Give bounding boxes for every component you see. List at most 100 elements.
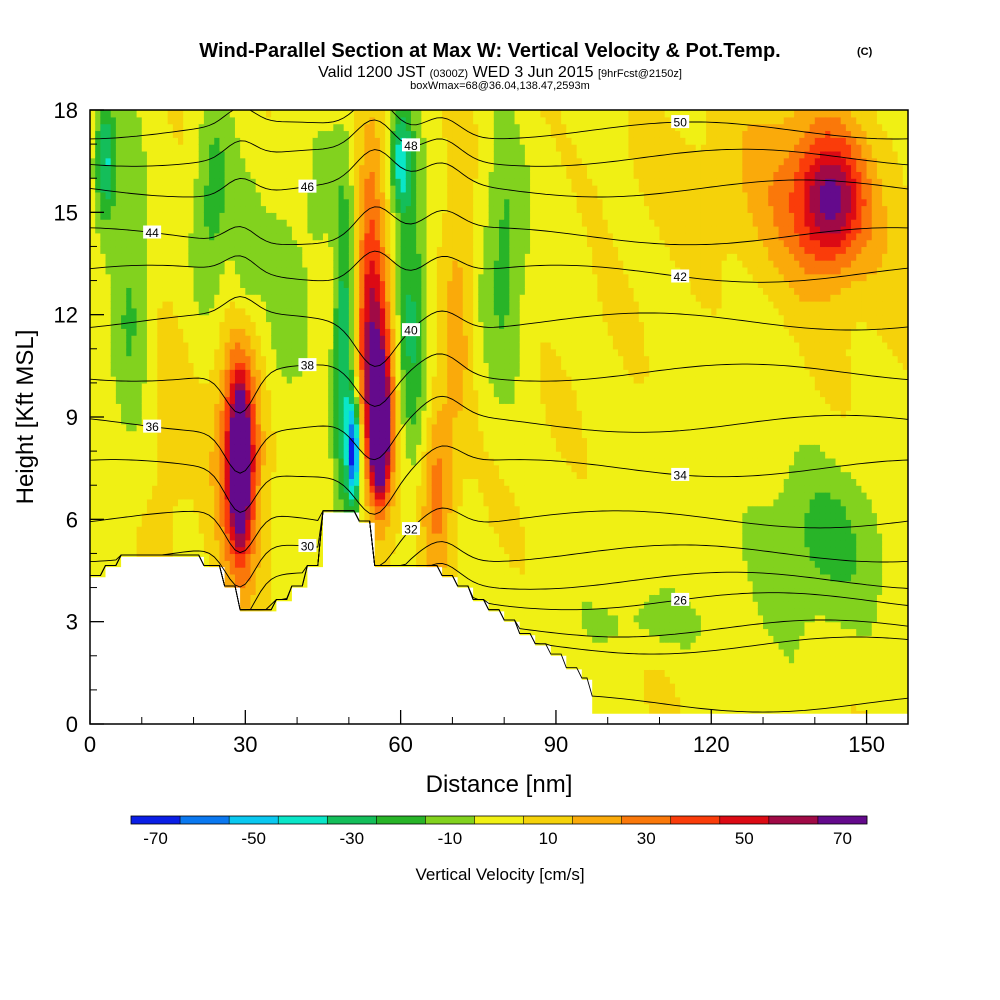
- velocity-cell: [224, 164, 231, 172]
- velocity-cell: [312, 110, 319, 118]
- velocity-cell: [245, 430, 252, 439]
- velocity-cell: [266, 519, 272, 527]
- velocity-cell: [291, 294, 298, 302]
- velocity-cell: [255, 239, 262, 248]
- velocity-cell: [105, 437, 112, 445]
- velocity-cell: [297, 410, 303, 418]
- velocity-cell: [302, 382, 309, 391]
- velocity-cell: [255, 437, 262, 445]
- velocity-cell: [178, 526, 184, 534]
- velocity-cell: [224, 314, 231, 323]
- velocity-cell: [348, 417, 355, 425]
- velocity-cell: [110, 123, 117, 132]
- velocity-cell: [369, 287, 376, 295]
- velocity-cell: [162, 532, 169, 541]
- velocity-cell: [291, 123, 298, 132]
- velocity-cell: [286, 553, 293, 561]
- velocity-cell: [95, 116, 101, 125]
- velocity-cell: [219, 321, 226, 329]
- velocity-cell: [260, 423, 267, 432]
- velocity-cell: [172, 369, 179, 377]
- velocity-cell: [121, 287, 127, 295]
- velocity-cell: [333, 417, 340, 425]
- velocity-cell: [136, 171, 143, 179]
- velocity-cell: [131, 417, 138, 425]
- velocity-cell: [188, 471, 195, 479]
- velocity-cell: [224, 253, 231, 261]
- velocity-cell: [183, 526, 189, 534]
- velocity-cell: [193, 171, 200, 179]
- velocity-cell: [178, 389, 184, 398]
- velocity-cell: [328, 498, 334, 507]
- velocity-cell: [328, 157, 334, 166]
- velocity-cell: [152, 137, 158, 145]
- velocity-cell: [364, 130, 371, 138]
- velocity-cell: [297, 457, 303, 466]
- velocity-cell: [188, 273, 195, 282]
- velocity-cell: [131, 260, 138, 268]
- velocity-cell: [307, 417, 314, 425]
- velocity-cell: [214, 560, 221, 568]
- velocity-cell: [364, 341, 371, 350]
- velocity-cell: [219, 144, 226, 152]
- velocity-cell: [157, 539, 164, 548]
- velocity-cell: [276, 410, 283, 418]
- velocity-cell: [364, 185, 371, 193]
- velocity-cell: [276, 492, 283, 500]
- velocity-cell: [286, 567, 293, 575]
- velocity-cell: [359, 123, 365, 132]
- velocity-cell: [307, 246, 314, 254]
- velocity-cell: [110, 253, 117, 261]
- velocity-cell: [219, 110, 226, 118]
- velocity-cell: [317, 266, 324, 275]
- velocity-cell: [302, 116, 309, 125]
- velocity-cell: [245, 519, 252, 527]
- velocity-cell: [146, 471, 153, 479]
- velocity-cell: [141, 464, 148, 473]
- velocity-cell: [260, 560, 267, 568]
- velocity-cell: [141, 335, 148, 343]
- velocity-cell: [115, 423, 122, 432]
- velocity-cell: [260, 505, 267, 514]
- velocity-cell: [286, 362, 293, 370]
- velocity-cell: [281, 471, 288, 479]
- velocity-cell: [338, 171, 345, 179]
- velocity-cell: [178, 382, 184, 391]
- velocity-cell: [297, 519, 303, 527]
- velocity-cell: [172, 526, 179, 534]
- velocity-cell: [229, 389, 236, 398]
- velocity-cell: [281, 137, 288, 145]
- velocity-cell: [214, 157, 221, 166]
- velocity-cell: [266, 355, 272, 364]
- velocity-cell: [141, 526, 148, 534]
- velocity-cell: [322, 239, 329, 248]
- velocity-cell: [255, 519, 262, 527]
- velocity-cell: [203, 116, 210, 125]
- velocity-cell: [229, 150, 236, 159]
- velocity-cell: [162, 123, 169, 132]
- velocity-cell: [260, 328, 267, 336]
- velocity-cell: [333, 505, 340, 514]
- velocity-cell: [364, 164, 371, 172]
- velocity-cell: [240, 478, 246, 486]
- velocity-cell: [95, 273, 101, 282]
- velocity-cell: [203, 314, 210, 323]
- velocity-cell: [297, 164, 303, 172]
- velocity-cell: [266, 164, 272, 172]
- velocity-cell: [209, 130, 215, 138]
- velocity-cell: [291, 335, 298, 343]
- velocity-cell: [260, 294, 267, 302]
- velocity-cell: [209, 532, 215, 541]
- velocity-cell: [328, 376, 334, 384]
- velocity-cell: [178, 137, 184, 145]
- velocity-cell: [126, 185, 133, 193]
- velocity-cell: [245, 505, 252, 514]
- velocity-cell: [224, 280, 231, 288]
- velocity-cell: [271, 512, 277, 520]
- velocity-cell: [286, 505, 293, 514]
- velocity-cell: [178, 314, 184, 323]
- velocity-cell: [291, 471, 298, 479]
- velocity-cell: [250, 341, 257, 350]
- velocity-cell: [183, 314, 189, 323]
- velocity-cell: [322, 144, 329, 152]
